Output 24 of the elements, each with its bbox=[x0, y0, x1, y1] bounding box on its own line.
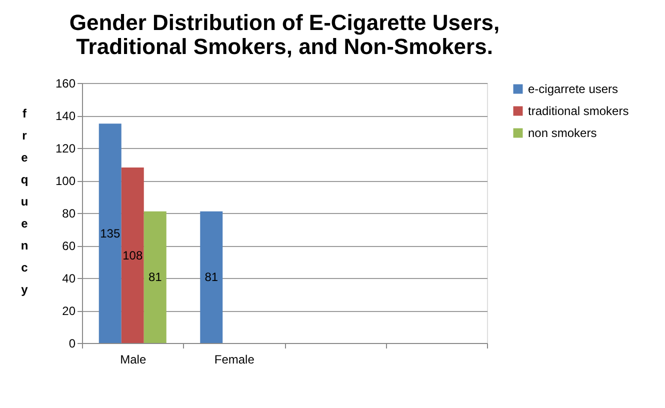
y-tick-label: 100 bbox=[55, 174, 76, 188]
y-tick-label: 140 bbox=[55, 109, 76, 123]
chart-title: Gender Distribution of E-Cigarette Users, Traditional Smokers, and Non-Smokers. bbox=[69, 10, 500, 59]
data-label: 81 bbox=[204, 270, 218, 284]
x-tick-label: Female bbox=[214, 352, 255, 366]
legend-label: non smokers bbox=[528, 126, 597, 140]
y-tick-label: 120 bbox=[55, 142, 76, 156]
x-tick-label: Male bbox=[120, 352, 146, 366]
data-label: 81 bbox=[148, 270, 162, 284]
bar bbox=[98, 124, 122, 343]
y-tick-label: 20 bbox=[62, 304, 76, 318]
bar bbox=[121, 168, 144, 343]
bar bbox=[200, 211, 223, 343]
y-tick-label: 40 bbox=[62, 272, 76, 286]
data-label: 108 bbox=[122, 248, 143, 262]
y-tick-label: 160 bbox=[55, 76, 76, 90]
y-tick-label: 60 bbox=[62, 239, 76, 253]
legend-label: e-cigarrete users bbox=[528, 82, 618, 96]
y-tick-label: 80 bbox=[62, 206, 76, 220]
legend-label: traditional smokers bbox=[528, 104, 629, 118]
data-label: 135 bbox=[100, 226, 120, 240]
y-tick-label: 0 bbox=[68, 336, 76, 350]
text: frequency bbox=[20, 106, 28, 296]
bar bbox=[144, 211, 166, 343]
